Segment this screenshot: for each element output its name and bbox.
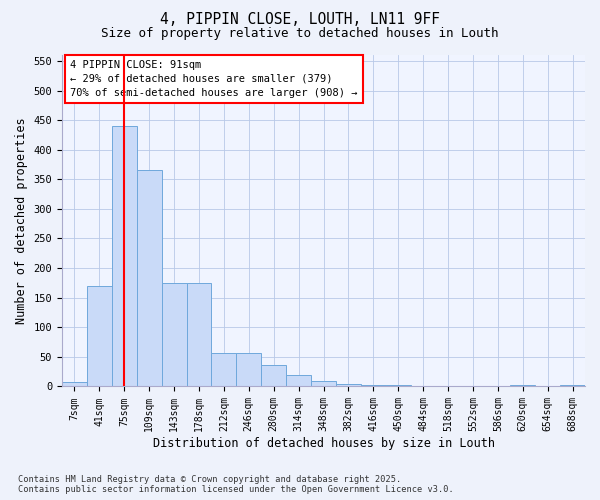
Bar [112, 126, 137, 386]
Text: Size of property relative to detached houses in Louth: Size of property relative to detached ho… [101, 28, 499, 40]
Bar [336, 384, 361, 386]
X-axis label: Distribution of detached houses by size in Louth: Distribution of detached houses by size … [152, 437, 494, 450]
Bar [261, 364, 286, 386]
Bar [62, 382, 87, 386]
Bar [161, 283, 187, 387]
Text: 4 PIPPIN CLOSE: 91sqm
← 29% of detached houses are smaller (379)
70% of semi-det: 4 PIPPIN CLOSE: 91sqm ← 29% of detached … [70, 60, 358, 98]
Text: Contains HM Land Registry data © Crown copyright and database right 2025.
Contai: Contains HM Land Registry data © Crown c… [18, 474, 454, 494]
Bar [211, 352, 236, 386]
Bar [187, 283, 211, 387]
Bar [87, 286, 112, 386]
Y-axis label: Number of detached properties: Number of detached properties [15, 118, 28, 324]
Bar [311, 380, 336, 386]
Bar [137, 170, 161, 386]
Bar [286, 374, 311, 386]
Bar [236, 352, 261, 386]
Text: 4, PIPPIN CLOSE, LOUTH, LN11 9FF: 4, PIPPIN CLOSE, LOUTH, LN11 9FF [160, 12, 440, 28]
